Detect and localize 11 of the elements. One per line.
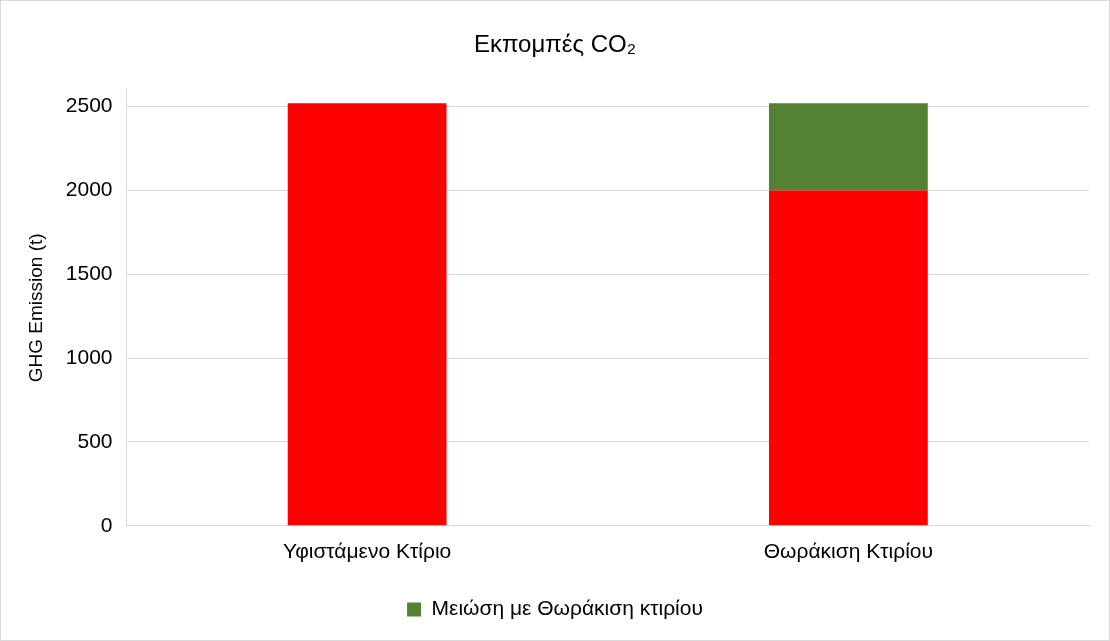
x-tick-label: Υφιστάμενο Κτίριο: [283, 539, 452, 563]
legend-label: Μειώση με Θωράκιση κτιρίου: [431, 596, 703, 620]
y-tick-label: 1500: [65, 261, 113, 285]
y-tick-label: 0: [100, 512, 113, 536]
y-tick-label: 1000: [65, 344, 113, 368]
y-tick-label: 2000: [65, 177, 113, 201]
chart-title: Εκπομπές CO₂: [473, 30, 637, 58]
y-axis-title: GHG Emission (t): [24, 233, 46, 383]
x-tick-label: Θωράκιση Κτιρίου: [763, 539, 933, 563]
y-tick-label: 2500: [65, 93, 113, 117]
y-tick-label: 500: [77, 428, 113, 452]
